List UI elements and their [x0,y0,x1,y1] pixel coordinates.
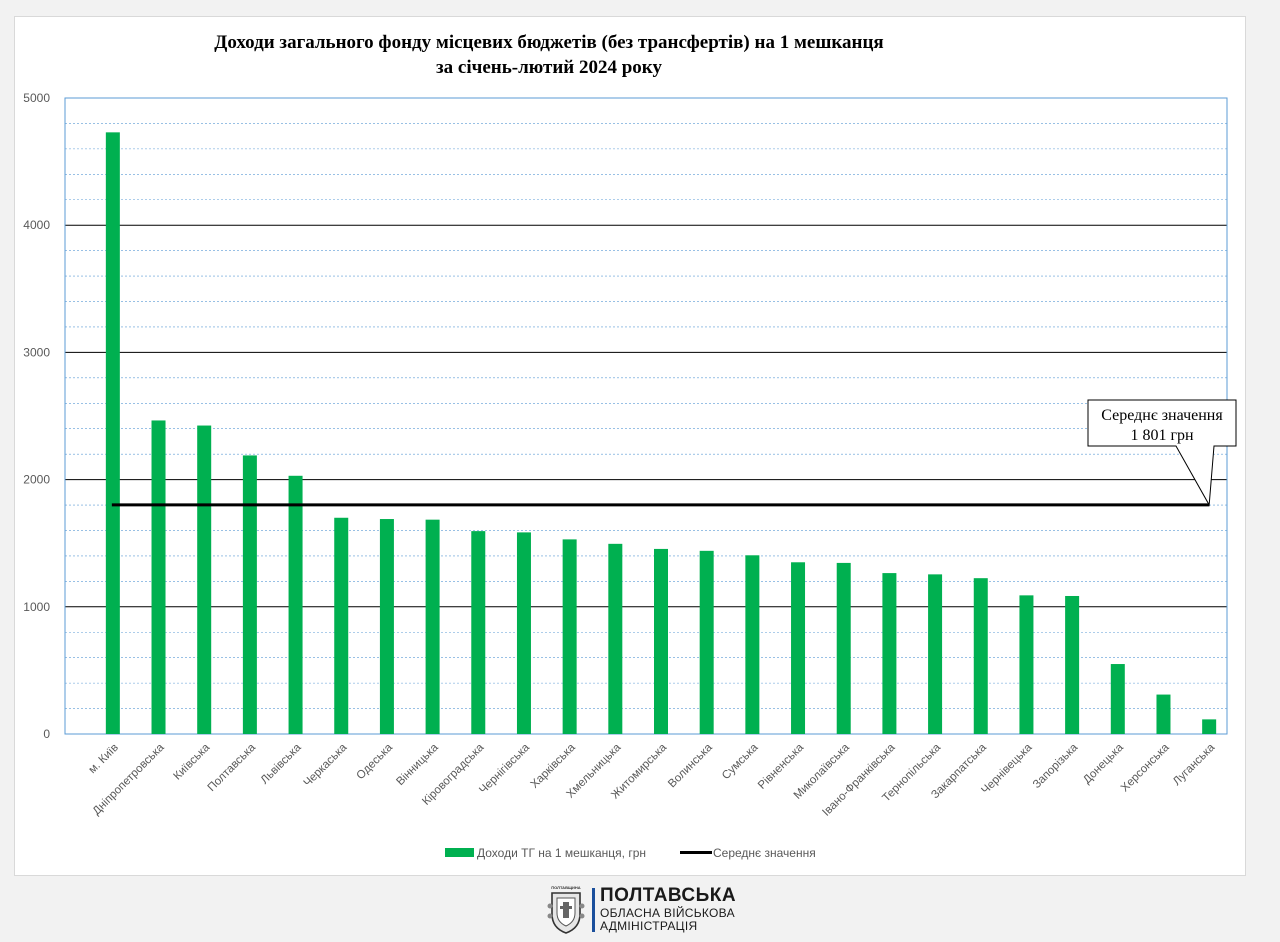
x-tick-label: Львівська [259,741,304,786]
bar [288,475,303,734]
bar [1065,595,1080,734]
mean-callout: Середнє значення 1 801 грн [1087,399,1237,507]
bar [791,562,806,734]
x-tick-label: Вінницька [394,741,441,788]
callout-line1: Середнє значення [1101,407,1223,424]
chart-title: Доходи загального фонду місцевих бюджеті… [214,32,883,53]
bar [105,132,120,734]
bar [699,550,714,734]
bar [745,555,760,734]
callout-line2: 1 801 грн [1130,427,1194,444]
logo: ПОЛТАВЩИНА ПОЛТАВСЬКА ОБЛАСНА ВІЙСЬКОВА … [546,884,746,936]
bar [516,532,531,734]
x-tick-label: м. Київ [87,742,121,776]
logo-divider [592,888,595,932]
poltava-coat-of-arms-icon: ПОЛТАВЩИНА [547,885,585,934]
plot-area-border [64,97,1228,735]
y-tick-label: 3000 [23,345,50,359]
x-tick-label: Донецька [1081,741,1126,786]
logo-text: ПОЛТАВСЬКА ОБЛАСНА ВІЙСЬКОВА АДМІНІСТРАЦ… [600,885,737,934]
emblem-label: ПОЛТАВЩИНА [551,885,581,890]
legend-line-label: Середнє значення [713,846,816,860]
bar [882,573,897,734]
chart-frame [14,16,1246,876]
bar [1019,595,1034,734]
bar [1202,719,1217,734]
bar [836,562,851,734]
bar [242,455,257,734]
x-tick-label: Херсонська [1119,741,1172,794]
bars [105,132,1217,734]
bar [654,548,668,734]
callout-box [1087,399,1237,507]
chart-subtitle: за січень-лютий 2024 року [436,57,662,78]
bar [1156,694,1171,734]
x-tick-label: Черкаська [302,741,350,789]
x-tick-label: Полтавська [206,741,259,794]
x-tick-label: Київська [171,741,212,782]
bar [471,531,486,734]
bar [334,517,349,734]
bar [608,543,623,734]
bar [928,574,943,734]
x-tick-label: Рівненська [756,741,807,792]
grid [64,97,1228,735]
x-tick-label: Одеська [355,741,396,782]
bar [562,539,577,734]
y-tick-label: 2000 [23,473,50,487]
x-tick-label: Волинська [666,741,715,790]
bar [425,519,440,734]
x-tick-label: Сумська [720,741,761,782]
y-axis: 0 1000 2000 3000 4000 5000 [23,91,50,741]
bar [379,519,394,734]
logo-subtitle-2: АДМІНІСТРАЦІЯ [600,919,698,934]
legend: Доходи ТГ на 1 мешканця, грн Середнє зна… [445,846,816,860]
legend-bar-label: Доходи ТГ на 1 мешканця, грн [477,846,646,860]
bar [151,420,166,734]
bar [1110,664,1125,734]
y-tick-label: 5000 [23,91,50,105]
legend-bar-swatch [445,848,474,857]
x-tick-label: Луганська [1171,741,1218,788]
x-tick-label: Харківська [529,741,579,791]
y-tick-label: 1000 [23,600,50,614]
logo-title: ПОЛТАВСЬКА [600,885,737,907]
y-tick-label: 4000 [23,218,50,232]
y-tick-label: 0 [43,727,50,741]
bar [197,425,212,734]
bar [973,578,988,734]
x-tick-label: Запорізька [1031,741,1081,791]
logo-subtitle-1: ОБЛАСНА ВІЙСЬКОВА [600,906,735,921]
